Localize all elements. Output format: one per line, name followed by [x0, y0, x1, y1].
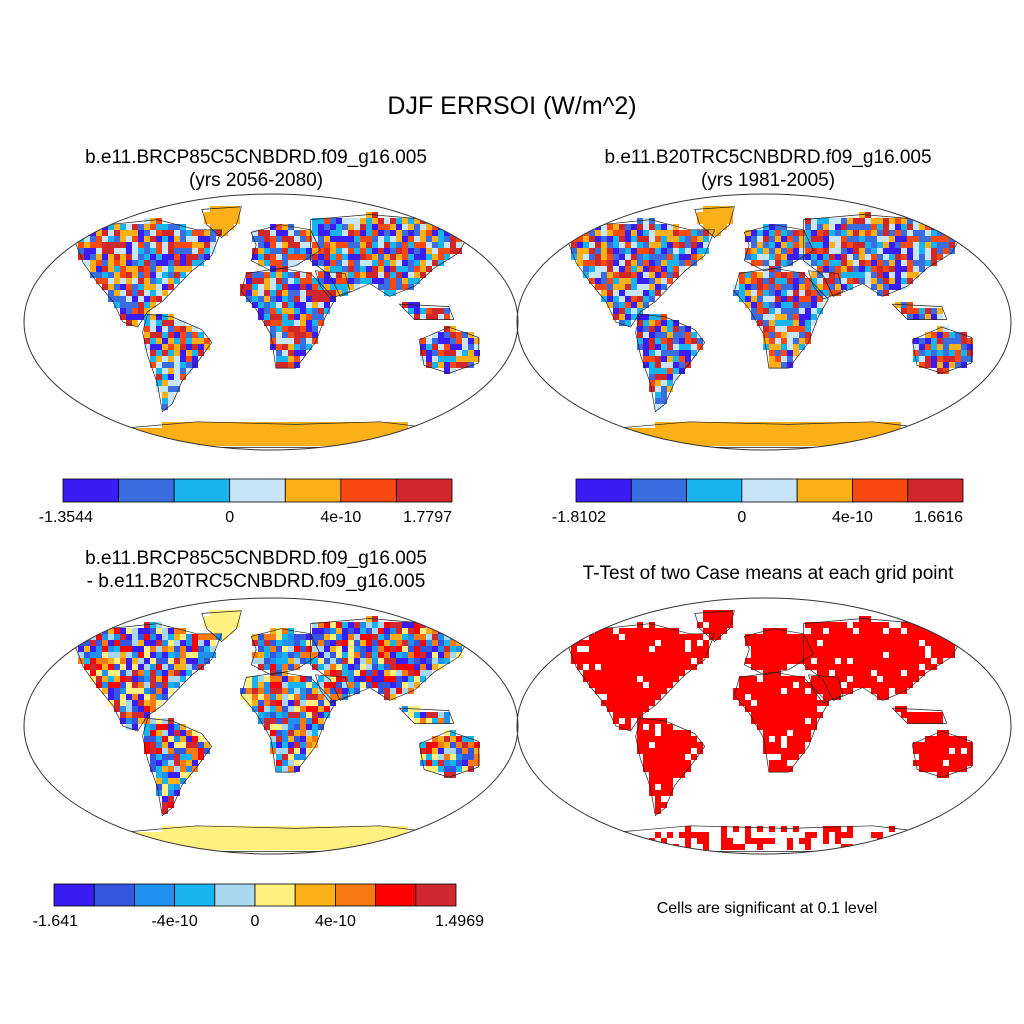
colorbar-swatch [375, 883, 417, 907]
colorbar-tick-label: 4e-10 [320, 509, 361, 526]
colorbar-panel-1: -1.3544 0 4e-10 1.7797 [39, 478, 453, 526]
coastline-greenland [694, 206, 735, 238]
map-border [23, 597, 519, 855]
coastline-south-america [635, 717, 706, 817]
colorbar-swatch [93, 883, 135, 907]
colorbar-swatch [340, 478, 397, 503]
colorbar-swatch [852, 478, 909, 503]
colorbar-swatch [214, 883, 256, 907]
colorbar-swatch [118, 478, 175, 503]
coastline-australia [911, 730, 972, 778]
coastline-north-america [72, 219, 223, 328]
coastline-africa [241, 671, 336, 773]
colorbar-swatch [284, 478, 342, 503]
coastline-europe [743, 628, 814, 676]
coastline-africa [241, 267, 336, 369]
colorbar-tick-label: 4e-10 [832, 509, 873, 526]
coastline-north-america [72, 623, 223, 732]
coastline-arabia [808, 270, 844, 300]
coastline-arabia [808, 674, 844, 704]
panel-3-title-line1: b.e11.BRCP85C5CNBDRD.f09_g16.005 [85, 548, 427, 569]
coastline-north-america [565, 219, 716, 328]
panel-2-title-line1: b.e11.B20TRC5CNBDRD.f09_g16.005 [604, 147, 932, 168]
map-panel-3 [23, 597, 519, 855]
panel-3-title-line2: - b.e11.B20TRC5CNBDRD.f09_g16.005 [86, 571, 426, 592]
map-panel-2 [516, 193, 1012, 451]
colorbar-swatch [741, 478, 798, 503]
coastline-north-america [565, 623, 716, 732]
colorbar-swatch [396, 478, 453, 503]
coastline-africa [734, 267, 829, 369]
coastline-australia [911, 326, 972, 374]
colorbar-tick-label: -4e-10 [151, 913, 197, 930]
colorbar-swatch [173, 478, 231, 503]
coastline-indonesia [398, 707, 455, 724]
colorbar-swatch [907, 478, 964, 503]
colorbar-swatch [254, 883, 296, 907]
colorbar-swatch [334, 883, 376, 907]
colorbar-tick-label: 4e-10 [315, 913, 356, 930]
coastline-australia [418, 730, 479, 778]
coastline-australia [418, 326, 479, 374]
panel-2-title: b.e11.B20TRC5CNBDRD.f09_g16.005 (yrs 198… [512, 146, 1024, 192]
colorbar-swatch [229, 478, 286, 503]
colorbar-panel-2: -1.8102 0 4e-10 1.6616 [552, 478, 964, 526]
colorbar-tick-label: -1.3544 [39, 509, 93, 526]
colorbar-swatch [415, 883, 457, 907]
colorbar-tick-label: 0 [737, 509, 746, 526]
coastline-greenland [201, 610, 242, 642]
colorbar-tick-label: 1.6616 [914, 509, 963, 526]
coastline-south-america [635, 313, 706, 413]
panel-1-title-line2: (yrs 2056-2080) [188, 170, 324, 191]
colorbar-swatch [575, 478, 632, 503]
colorbar-swatch [294, 883, 336, 907]
colorbar-swatch [686, 478, 743, 503]
colorbar-swatch [796, 478, 853, 503]
colorbar-tick-label: -1.641 [33, 913, 78, 930]
panel-4-title-line1: T-Test of two Case means at each grid po… [582, 563, 954, 584]
colorbar-tick-label: -1.8102 [552, 509, 606, 526]
coastline-south-america [142, 313, 213, 413]
coastline-greenland [201, 206, 242, 238]
map-border [23, 193, 519, 451]
coastline-indonesia [891, 303, 948, 320]
coastline-europe [250, 224, 321, 272]
map-panel-1 [23, 193, 519, 451]
colorbar-swatch [53, 883, 95, 907]
colorbar-swatch [174, 883, 216, 907]
colorbar-swatch [62, 478, 119, 503]
colorbar-tick-label: 0 [225, 509, 234, 526]
coastline-arabia [315, 674, 351, 704]
colorbar-swatch [630, 478, 687, 503]
colorbar-tick-label: 1.7797 [403, 509, 452, 526]
panel-1-title: b.e11.BRCP85C5CNBDRD.f09_g16.005 (yrs 20… [0, 146, 512, 192]
coastline-greenland [694, 610, 735, 642]
coastline-indonesia [891, 707, 948, 724]
colorbar-swatch [133, 883, 175, 907]
colorbar-panel-3: -1.641 -4e-10 0 4e-10 1.4969 [33, 883, 484, 930]
map-border [516, 597, 1012, 855]
map-border [516, 193, 1012, 451]
panel-4-title: T-Test of two Case means at each grid po… [512, 562, 1024, 585]
figure-title: DJF ERRSOI (W/m^2) [387, 92, 637, 120]
colorbar-tick-label: 1.4969 [435, 913, 484, 930]
coastline-arabia [315, 270, 351, 300]
colorbar-tick-label: 0 [251, 913, 260, 930]
coastline-europe [250, 628, 321, 676]
coastline-indonesia [398, 303, 455, 320]
coastline-south-america [142, 717, 213, 817]
significance-note: Cells are significant at 0.1 level [656, 900, 878, 917]
coastline-africa [734, 671, 829, 773]
panel-3-title: b.e11.BRCP85C5CNBDRD.f09_g16.005 - b.e11… [0, 547, 512, 593]
coastline-europe [743, 224, 814, 272]
panel-2-title-line2: (yrs 1981-2005) [700, 170, 836, 191]
panel-1-title-line1: b.e11.BRCP85C5CNBDRD.f09_g16.005 [85, 147, 427, 168]
